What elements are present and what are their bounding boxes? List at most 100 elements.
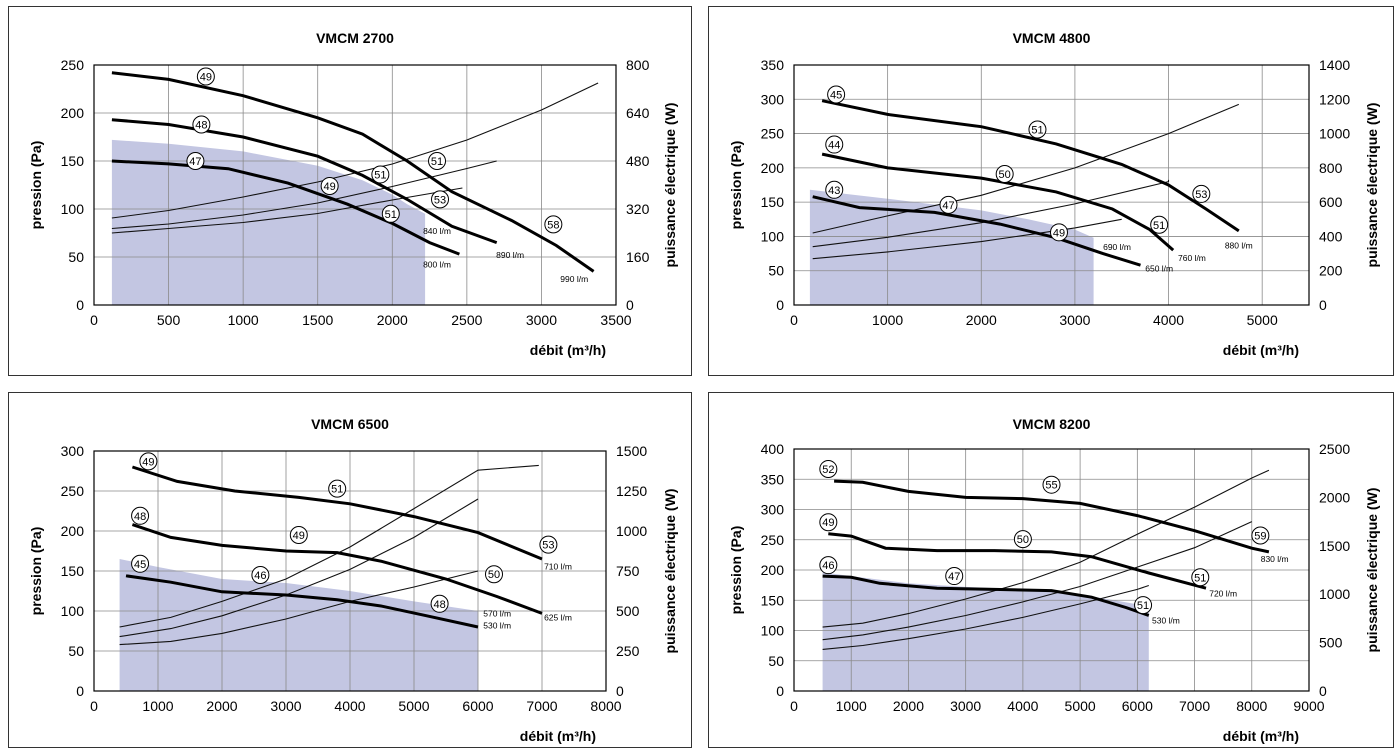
svg-text:52: 52 <box>822 464 834 476</box>
noise-level-badge: 59 <box>1251 526 1270 545</box>
noise-level-badge: 44 <box>825 135 844 154</box>
y2-tick-label: 480 <box>626 153 650 169</box>
x-tick-label: 5000 <box>1065 698 1096 714</box>
flow-label: 890 l/m <box>496 250 524 260</box>
noise-level-badge: 53 <box>1192 184 1211 203</box>
x-tick-label: 2000 <box>206 698 237 714</box>
noise-level-badge: 50 <box>995 165 1014 184</box>
svg-text:48: 48 <box>134 511 146 523</box>
noise-level-badge: 53 <box>539 535 558 554</box>
y-axis-label: pression (Pa) <box>728 526 744 615</box>
chart-svg: 0 1000 2000 3000 4000 5000 6000 7000 8000 9000050… <box>728 416 1380 744</box>
y-tick-label: 200 <box>61 523 85 539</box>
y2-tick-label: 1000 <box>1319 126 1350 142</box>
x-tick-label: 4000 <box>334 698 365 714</box>
x-tick-label: 500 <box>157 312 181 328</box>
chart-panel-vmcm-4800: 0 1000 2000 3000 4000 5000 0 50 100 150 200 250 300 3… <box>708 6 1394 376</box>
chart-panel-vmcm-6500: 0 1000 2000 3000 4000 5000 6000 7000 8000 0 50 100 1… <box>8 392 692 748</box>
noise-level-badge: 50 <box>1013 530 1032 549</box>
x-tick-label: 3000 <box>526 312 557 328</box>
x-tick-label: 0 <box>90 698 98 714</box>
x-tick-label: 5000 <box>1247 312 1278 328</box>
y-tick-label: 300 <box>761 502 785 518</box>
pressure-curve <box>828 532 1207 590</box>
pressure-curve <box>111 159 460 256</box>
pressure-curve <box>834 479 1270 554</box>
x-axis-label: débit (m³/h) <box>1223 728 1299 744</box>
noise-level-badge: 49 <box>320 176 339 195</box>
y2-axis-label: puissance électrique (W) <box>662 489 678 654</box>
noise-level-badge: 49 <box>819 513 838 532</box>
flow-label: 880 l/m <box>1225 241 1253 251</box>
noise-level-badge: 49 <box>196 67 215 86</box>
svg-text:47: 47 <box>942 200 954 212</box>
power-curve <box>822 584 1149 650</box>
y2-tick-label: 640 <box>626 105 650 121</box>
y-axis-label: pression (Pa) <box>728 141 744 230</box>
x-tick-label: 0 <box>790 698 798 714</box>
y2-tick-label: 750 <box>616 563 640 579</box>
svg-text:46: 46 <box>822 560 834 572</box>
operating-area <box>822 572 1149 691</box>
chart-title: VMCM 6500 <box>311 416 389 432</box>
y2-tick-label: 800 <box>1319 160 1343 176</box>
y-tick-label: 150 <box>61 563 85 579</box>
y-tick-label: 100 <box>761 623 785 639</box>
x-tick-label: 4000 <box>1007 698 1038 714</box>
pressure-curve <box>821 152 1175 252</box>
flow-label: 990 l/m <box>560 274 588 284</box>
svg-text:55: 55 <box>1045 480 1057 492</box>
x-tick-label: 3500 <box>600 312 631 328</box>
noise-level-badge: 48 <box>192 115 211 134</box>
svg-text:50: 50 <box>999 169 1011 181</box>
noise-level-badge: 51 <box>428 152 447 170</box>
y-tick-label: 0 <box>776 683 784 699</box>
x-tick-label: 2000 <box>377 312 408 328</box>
svg-text:51: 51 <box>331 484 343 496</box>
x-tick-label: 0 <box>90 312 98 328</box>
y-tick-label: 150 <box>61 153 85 169</box>
flow-label: 710 l/m <box>544 561 572 571</box>
pressure-curve <box>131 465 543 561</box>
chart-title: VMCM 4800 <box>1013 30 1091 46</box>
y-tick-label: 150 <box>761 592 785 608</box>
svg-text:49: 49 <box>1053 227 1065 239</box>
x-tick-label: 3000 <box>270 698 301 714</box>
svg-text:49: 49 <box>293 530 305 542</box>
x-tick-label: 1000 <box>872 312 903 328</box>
svg-text:48: 48 <box>433 599 445 611</box>
chart-svg: 0 1000 2000 3000 4000 50000501001502002503003… <box>728 30 1380 358</box>
y-tick-label: 350 <box>761 471 785 487</box>
x-tick-label: 9000 <box>1293 698 1324 714</box>
noise-level-badge: 48 <box>131 506 150 525</box>
noise-level-badge: 51 <box>1028 120 1047 139</box>
y2-tick-label: 1400 <box>1319 57 1350 73</box>
x-tick-label: 4000 <box>1153 312 1184 328</box>
y-tick-label: 100 <box>61 603 85 619</box>
svg-text:50: 50 <box>488 569 500 581</box>
power-curve <box>822 521 1253 641</box>
flow-label: 840 l/m <box>423 226 451 236</box>
y-tick-label: 350 <box>761 57 785 73</box>
y2-tick-label: 2500 <box>1319 441 1350 457</box>
x-tick-label: 0 <box>790 312 798 328</box>
x-tick-label: 2000 <box>893 698 924 714</box>
flow-label: 720 l/m <box>1209 588 1237 598</box>
operating-area <box>119 559 478 691</box>
noise-level-badge: 45 <box>827 85 846 104</box>
y-tick-label: 200 <box>761 562 785 578</box>
pressure-curve <box>111 71 595 273</box>
svg-text:51: 51 <box>1031 124 1043 136</box>
pressure-curve <box>131 523 543 615</box>
y-axis-label: pression (Pa) <box>28 527 44 616</box>
noise-level-badge: 58 <box>544 215 563 234</box>
y-tick-label: 0 <box>76 683 84 699</box>
x-tick-label: 2000 <box>966 312 997 328</box>
svg-text:53: 53 <box>1195 189 1207 201</box>
svg-text:51: 51 <box>1137 600 1149 612</box>
y2-axis-label: puissance électrique (W) <box>1364 103 1380 268</box>
y2-axis-label: puissance électrique (W) <box>1364 488 1380 653</box>
power-curve <box>111 160 497 230</box>
svg-text:46: 46 <box>254 570 266 582</box>
x-axis-label: débit (m³/h) <box>1223 342 1299 358</box>
